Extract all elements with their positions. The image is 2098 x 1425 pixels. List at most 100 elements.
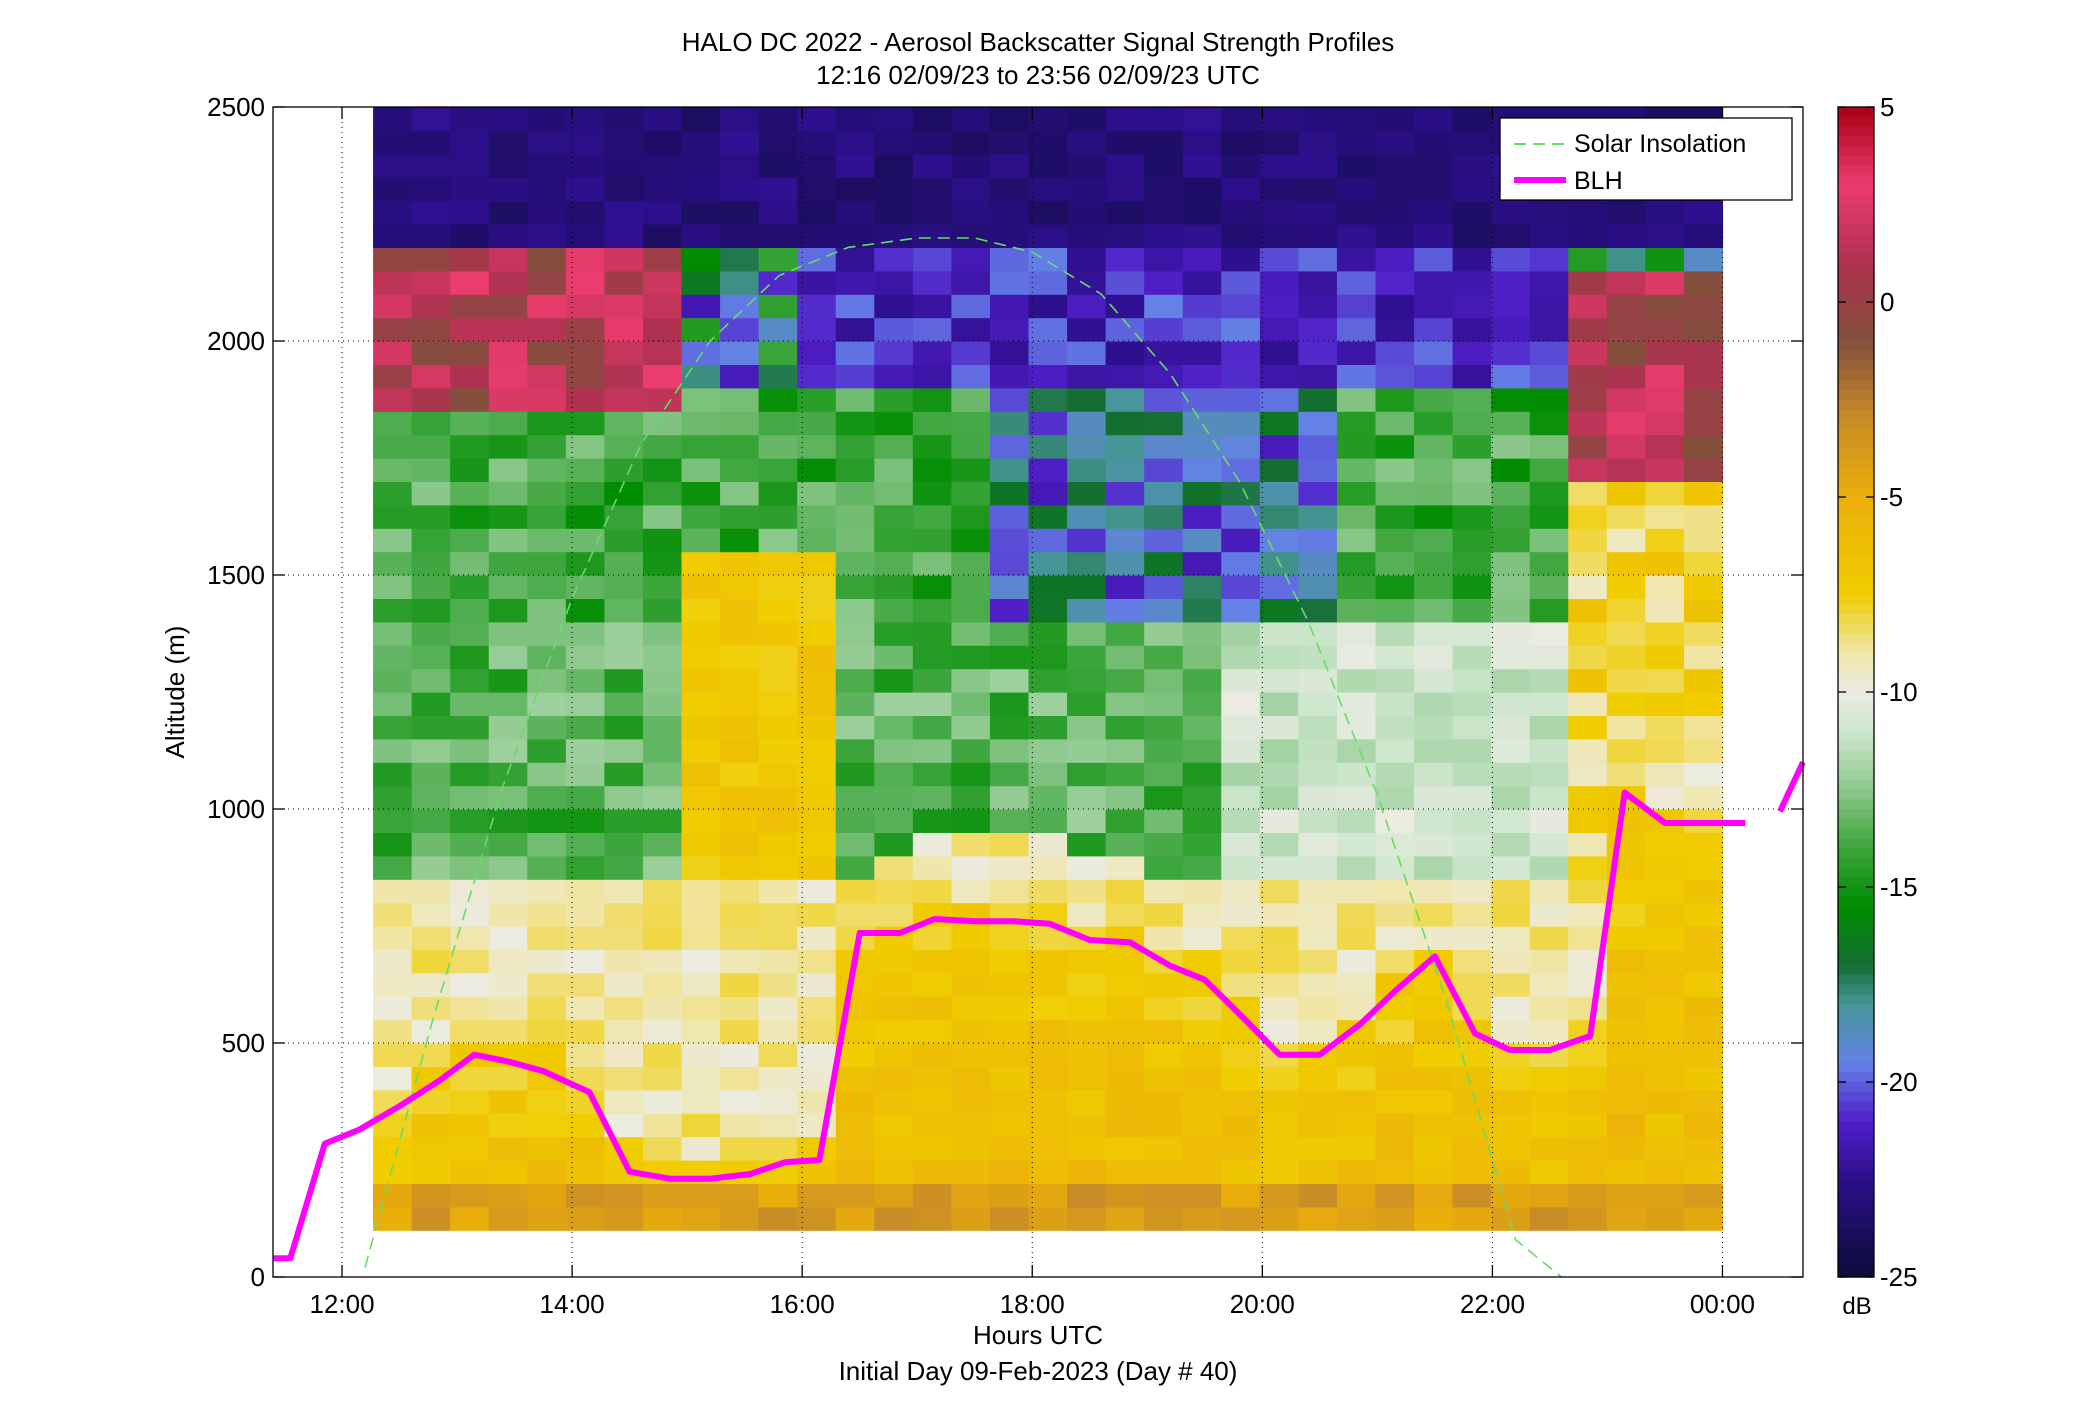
heatmap-cell: [1105, 107, 1145, 131]
heatmap-cell: [411, 200, 451, 225]
heatmap-cell: [1606, 481, 1646, 506]
heatmap-cell: [1606, 809, 1646, 833]
heatmap-cell: [527, 1019, 567, 1044]
heatmap-cell: [488, 692, 528, 716]
heatmap-cell: [720, 387, 760, 412]
heatmap-cell: [989, 692, 1030, 716]
heatmap-cell: [835, 1066, 875, 1091]
heatmap-cell: [758, 575, 798, 599]
heatmap-cell: [797, 387, 837, 412]
heatmap-cell: [797, 1183, 837, 1208]
heatmap-cell: [1298, 387, 1338, 412]
heatmap-cell: [1298, 528, 1338, 553]
heatmap-cell: [681, 1206, 721, 1231]
colorbar-step: [1838, 146, 1874, 157]
heatmap-cell: [1452, 200, 1492, 225]
heatmap-cell: [1568, 224, 1608, 248]
heatmap-cell: [642, 902, 683, 927]
heatmap-cell: [1568, 738, 1608, 763]
y-tick-label: 2000: [207, 326, 265, 356]
heatmap-cell: [642, 996, 683, 1021]
heatmap-cell: [1529, 1113, 1569, 1138]
heatmap-cell: [527, 715, 567, 740]
heatmap-cell: [1298, 294, 1338, 319]
heatmap-cell: [912, 270, 952, 295]
heatmap-cell: [1144, 738, 1184, 763]
x-tick-label: 18:00: [1000, 1289, 1065, 1319]
heatmap-cell: [1182, 341, 1222, 365]
heatmap-cell: [681, 528, 721, 553]
colorbar-step: [1838, 506, 1874, 518]
heatmap-cell: [797, 785, 837, 810]
heatmap-cell: [527, 107, 567, 131]
heatmap-cell: [1221, 832, 1261, 857]
heatmap-cell: [1568, 902, 1608, 927]
heatmap-cell: [1452, 902, 1492, 927]
heatmap-cell: [450, 972, 490, 997]
heatmap-cell: [1259, 879, 1299, 904]
heatmap-cell: [912, 1113, 952, 1138]
colorbar: 50-5-10-15-20-25: [1838, 92, 1918, 1292]
heatmap-cell: [989, 575, 1030, 599]
heatmap-cell: [720, 551, 760, 576]
heatmap-cell: [1144, 411, 1184, 436]
colorbar-step: [1838, 926, 1874, 937]
heatmap-cell: [1414, 434, 1454, 459]
heatmap-cell: [1683, 621, 1724, 646]
heatmap-cell: [1606, 1043, 1646, 1067]
heatmap-cell: [1067, 177, 1107, 202]
heatmap-cell: [720, 411, 760, 436]
colorbar-step: [1838, 243, 1874, 254]
heatmap-cell: [450, 1136, 490, 1161]
heatmap-cell: [1568, 762, 1608, 787]
heatmap-cell: [1298, 177, 1338, 202]
heatmap-cell: [874, 715, 914, 740]
heatmap-cell: [1606, 1066, 1646, 1091]
heatmap-cell: [1298, 107, 1338, 131]
heatmap-cell: [1606, 1089, 1646, 1114]
heatmap-cell: [1414, 200, 1454, 225]
heatmap-cell: [797, 692, 837, 716]
heatmap-cell: [1221, 434, 1261, 459]
colorbar-step: [1838, 458, 1874, 469]
heatmap-cell: [720, 224, 760, 248]
heatmap-cell: [565, 411, 605, 436]
heatmap-cell: [912, 715, 952, 740]
heatmap-cell: [642, 972, 683, 997]
heatmap-cell: [1298, 645, 1338, 670]
heatmap-cells: [373, 107, 1724, 1231]
heatmap-cell: [758, 224, 798, 248]
heatmap-cell: [835, 715, 875, 740]
heatmap-cell: [604, 130, 644, 155]
heatmap-cell: [758, 434, 798, 459]
heatmap-cell: [373, 434, 413, 459]
heatmap-cell: [1028, 504, 1068, 529]
heatmap-cell: [835, 481, 875, 506]
heatmap-cell: [1568, 364, 1608, 389]
heatmap-cell: [373, 879, 413, 904]
heatmap-cell: [758, 996, 798, 1021]
heatmap-cell: [642, 575, 683, 599]
heatmap-cell: [874, 1089, 914, 1114]
heatmap-cell: [1298, 364, 1338, 389]
heatmap-cell: [1414, 645, 1454, 670]
heatmap-cell: [1028, 458, 1068, 482]
heatmap-cell: [1452, 130, 1492, 155]
heatmap-cell: [1683, 434, 1724, 459]
heatmap-cell: [681, 645, 721, 670]
colorbar-step: [1838, 1043, 1874, 1054]
heatmap-cell: [1414, 1043, 1454, 1067]
heatmap-cell: [1144, 481, 1184, 506]
heatmap-cell: [1414, 692, 1454, 716]
heatmap-cell: [1298, 715, 1338, 740]
heatmap-cell: [1105, 270, 1145, 295]
heatmap-cell: [1529, 996, 1569, 1021]
heatmap-cell: [989, 200, 1030, 225]
heatmap-cell: [527, 1183, 567, 1208]
heatmap-cell: [1452, 177, 1492, 202]
heatmap-cell: [1683, 949, 1724, 974]
heatmap-cell: [1298, 130, 1338, 155]
heatmap-cell: [951, 387, 991, 412]
colorbar-step: [1838, 1033, 1874, 1044]
heatmap-cell: [1336, 1160, 1377, 1184]
